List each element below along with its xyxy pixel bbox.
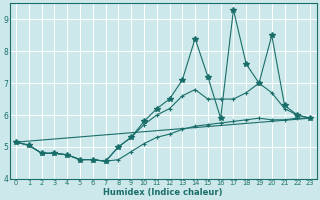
- X-axis label: Humidex (Indice chaleur): Humidex (Indice chaleur): [103, 188, 223, 197]
